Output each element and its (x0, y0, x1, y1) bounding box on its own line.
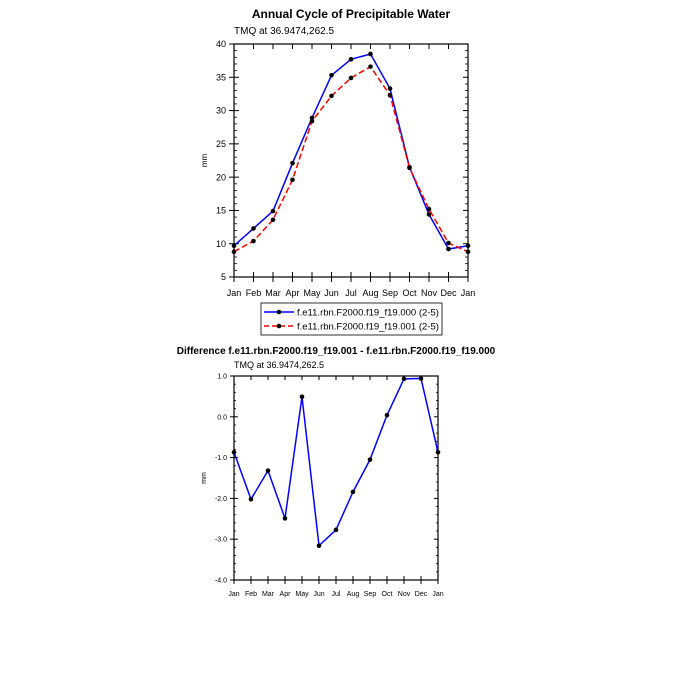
x-tick-label: May (295, 591, 309, 598)
legend-entry-1: f.e11.rbn.F2000.f19_f19.001 (2-5) (297, 322, 439, 333)
plot-frame-1 (233, 375, 439, 581)
data-point (265, 468, 271, 473)
y-tick-label: -1.0 (215, 455, 227, 462)
x-tick-label: Feb (246, 288, 262, 298)
data-point (290, 160, 295, 166)
y-tick-label: 15 (216, 206, 226, 216)
x-tick-label: Mar (265, 288, 281, 298)
data-point (387, 86, 393, 91)
data-point (282, 516, 288, 521)
y-axis-label-1: mm (201, 472, 208, 484)
y-tick-label: 1.0 (217, 373, 227, 380)
x-tick-label: Jan (227, 288, 242, 298)
data-point (248, 496, 254, 502)
data-point (329, 93, 334, 99)
x-tick-label: Jan (461, 288, 476, 298)
legend-marker-1 (276, 323, 282, 329)
data-point (350, 489, 356, 495)
data-point (270, 217, 276, 223)
data-point (309, 118, 315, 124)
x-tick-label: Jan (228, 591, 239, 598)
legend-marker-0 (276, 309, 282, 315)
y-tick-label: -3.0 (215, 537, 227, 544)
data-point (316, 543, 322, 549)
data-point (231, 243, 237, 249)
x-tick-label: Jun (313, 591, 324, 598)
y-tick-label: 30 (216, 106, 226, 116)
x-tick-label: Nov (421, 288, 438, 298)
series-line-0-0 (233, 53, 469, 250)
data-point (426, 206, 432, 212)
data-point (251, 238, 256, 244)
chart-subtitle-1: TMQ at 36.9474,262.5 (234, 360, 324, 370)
data-point (231, 249, 237, 255)
data-point (446, 240, 451, 246)
y-tick-label: 5 (221, 272, 226, 282)
x-tick-label: Aug (362, 288, 378, 298)
x-tick-label: Dec (440, 288, 457, 298)
x-tick-label: Jan (432, 591, 443, 598)
data-point (368, 51, 373, 57)
data-point (446, 246, 451, 252)
x-tick-label: Aug (347, 591, 360, 598)
legend-box (260, 302, 443, 336)
data-point (348, 57, 354, 62)
x-tick-label: Sep (364, 591, 377, 598)
data-point (309, 115, 315, 121)
data-point (407, 165, 412, 171)
data-point (333, 527, 339, 533)
data-point (418, 376, 424, 381)
data-point (231, 449, 237, 455)
x-tick-label: Feb (245, 591, 257, 598)
x-tick-label: Jun (324, 288, 339, 298)
data-point (270, 208, 276, 214)
x-tick-label: Jul (345, 288, 357, 298)
data-point (290, 177, 295, 183)
x-tick-label: Dec (415, 591, 428, 598)
y-tick-label: 20 (216, 172, 226, 182)
x-tick-label: Jul (332, 591, 341, 598)
series-line-1-0 (233, 377, 439, 548)
data-point (348, 75, 354, 81)
data-point (368, 64, 373, 69)
y-tick-label: 35 (216, 72, 226, 82)
x-tick-label: Sep (382, 288, 398, 298)
series-line-0-1 (233, 65, 469, 253)
data-point (387, 92, 393, 98)
x-tick-label: Apr (285, 288, 299, 298)
data-point (299, 394, 305, 400)
x-tick-label: Nov (398, 591, 411, 598)
data-point (465, 249, 471, 255)
x-tick-label: Oct (382, 591, 393, 598)
y-tick-label: 10 (216, 239, 226, 249)
data-point (435, 449, 441, 455)
data-point (401, 376, 407, 382)
y-tick-label: -2.0 (215, 496, 227, 503)
x-tick-label: Mar (262, 591, 275, 598)
y-tick-label: -4.0 (215, 577, 227, 584)
x-tick-label: Oct (402, 288, 417, 298)
data-point (426, 212, 432, 217)
data-point (329, 72, 334, 78)
y-tick-label: 25 (216, 139, 226, 149)
plot-frame-0 (233, 43, 469, 278)
y-tick-label: 0.0 (217, 414, 227, 421)
y-tick-label: 40 (216, 39, 226, 49)
legend-entry-0: f.e11.rbn.F2000.f19_f19.000 (2-5) (297, 308, 439, 319)
chart-subtitle-0: TMQ at 36.9474,262.5 (234, 26, 335, 37)
data-point (251, 226, 256, 231)
y-axis-label-0: mm (200, 154, 209, 168)
data-point (384, 412, 390, 418)
data-point (367, 457, 373, 462)
data-point (465, 243, 471, 249)
chart-title-1: Difference f.e11.rbn.F2000.f19_f19.001 -… (177, 346, 496, 357)
x-tick-label: May (303, 288, 321, 298)
chart-title-0: Annual Cycle of Precipitable Water (252, 7, 451, 21)
x-tick-label: Apr (280, 591, 292, 598)
